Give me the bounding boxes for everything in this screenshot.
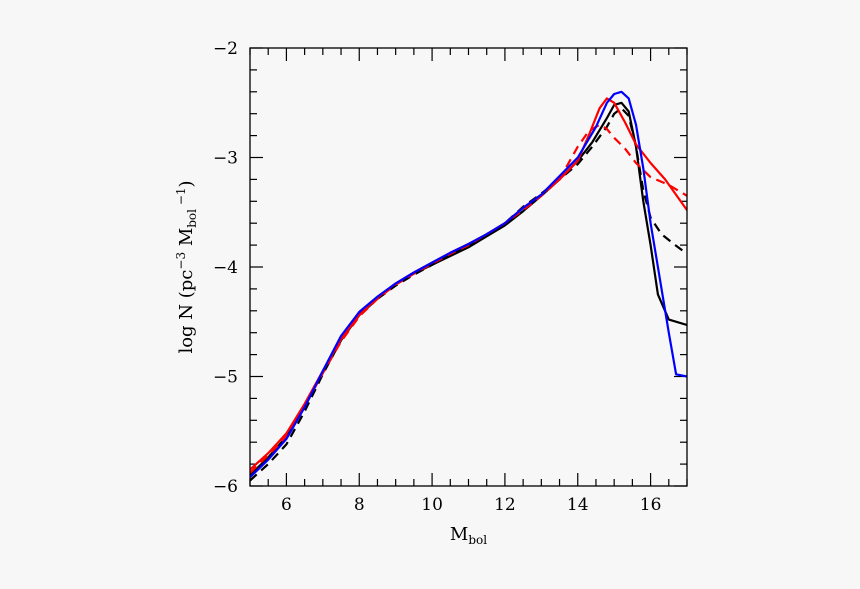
y-axis-label-suffix: ) — [176, 180, 197, 187]
series-line-5 — [250, 90, 687, 478]
y-axis-label-exp2: −1 — [174, 187, 188, 209]
series-line-3 — [250, 97, 687, 471]
y-tick-label: −2 — [213, 39, 238, 59]
x-tick-label: 12 — [494, 495, 516, 515]
x-tick-label: 6 — [281, 495, 292, 515]
x-axis-label-main: M — [450, 524, 468, 545]
ticks-layer: 6 8 10 12 14 16 −6 −5 −4 −3 −2 — [213, 39, 688, 515]
x-tick-label: 16 — [640, 495, 662, 515]
y-tick-label: −4 — [213, 258, 238, 278]
series-layer — [250, 90, 687, 482]
y-axis-label-exp1: −3 — [174, 252, 188, 270]
series-line-4 — [250, 123, 687, 474]
y-tick-label: −6 — [213, 477, 238, 497]
series-line-2 — [250, 107, 687, 482]
y-axis-label-sub: bol — [185, 209, 199, 228]
y-tick-label: −3 — [213, 149, 238, 169]
x-axis-label: Mbol — [450, 524, 487, 547]
y-tick-label: −5 — [213, 368, 238, 388]
plot-frame — [249, 47, 688, 487]
x-tick-label: 14 — [567, 495, 589, 515]
x-tick-label: 10 — [421, 495, 443, 515]
x-axis-label-sub: bol — [468, 533, 487, 547]
y-axis-label: log N (pc−3 Mbol −1) — [174, 180, 199, 353]
x-tick-label: 8 — [354, 495, 365, 515]
y-axis-label-mid: M — [176, 228, 197, 252]
y-axis-label-prefix: log N (pc — [176, 270, 197, 354]
series-line-1 — [250, 101, 687, 476]
